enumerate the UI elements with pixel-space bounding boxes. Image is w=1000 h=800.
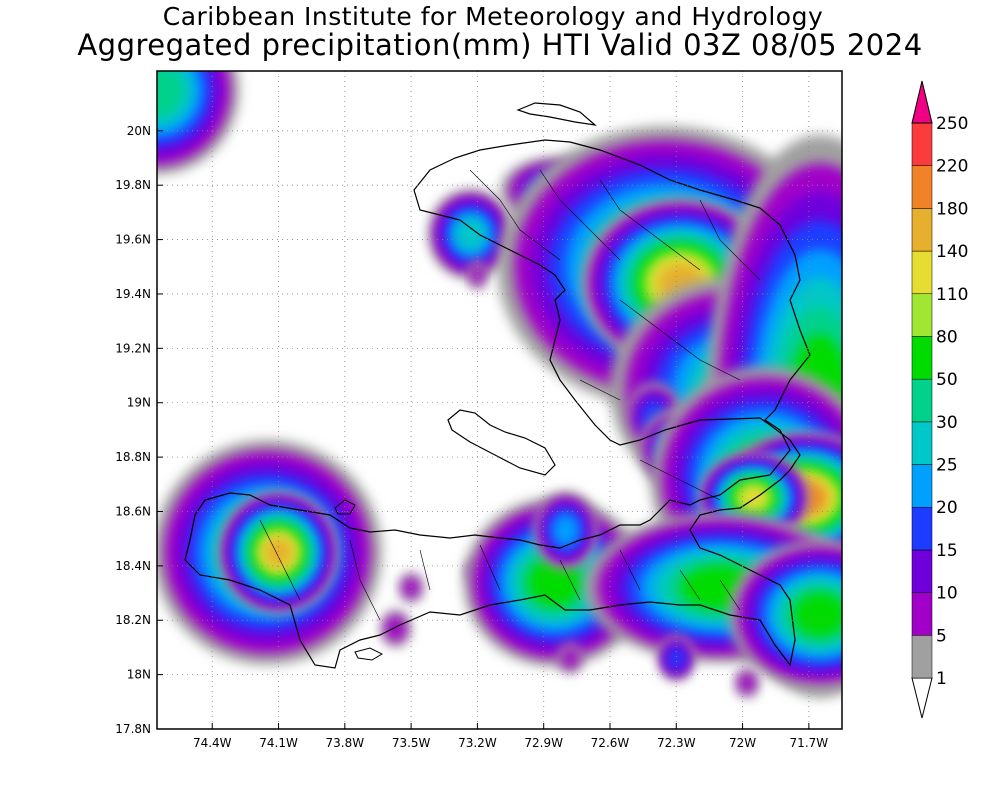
rain-cell [218,491,339,614]
chart-subtitle: Aggregated precipitation(mm) HTI Valid 0… [77,28,923,62]
y-tick-label: 18N [127,668,151,682]
colorbar-label: 180 [936,199,968,219]
y-tick-label: 18.4N [115,559,151,573]
colorbar-label: 110 [936,285,968,305]
colorbar-segment [911,165,933,209]
cayemites-island [334,499,356,515]
admin-boundaries [259,169,761,621]
colorbar-segment [911,250,933,295]
rain-cell [658,636,695,681]
y-tick-label: 20N [127,124,151,138]
rain-contour [455,217,487,251]
x-tick-label: 72.3W [657,736,696,750]
x-tick-label: 71.7W [790,736,829,750]
rain-contour [561,647,580,670]
colorbar-label: 5 [936,626,947,646]
rain-contour [157,71,184,118]
x-tick-label: 72.6W [591,736,630,750]
colorbar-segment [911,122,933,166]
rain-contour [793,593,842,637]
rain-cell [428,189,514,280]
colorbar-segment [911,293,933,337]
colorbar-segment [911,421,933,465]
rain-cell [735,668,759,698]
colorbar-segment [911,635,933,679]
rain-contour [528,557,582,607]
colorbar-label: 1 [936,669,947,689]
rain-contour [384,614,407,642]
y-axis: 17.8N 18N 18.2N 18.4N 18.6N 18.8N 19N 19.2N 19.4… [115,124,163,736]
rain-contour [667,647,686,670]
colorbar-label: 30 [936,413,958,433]
x-tick-label: 74.1W [259,736,298,750]
x-tick-label: 73.5W [392,736,431,750]
colorbar-segment [911,464,933,508]
x-tick-label: 72W [729,736,756,750]
colorbar-segment [911,506,933,551]
colorbar-segment [911,378,933,423]
y-tick-label: 18.8N [115,450,151,464]
colorbar-label: 25 [936,456,958,476]
coastline-layer [184,102,811,669]
colorbar-label: 250 [936,114,968,134]
rain-contour [552,514,580,547]
y-tick-label: 19.4N [115,287,151,301]
tortuga-island [516,102,597,126]
x-tick-label: 72.9W [524,736,563,750]
gonave-island [447,409,556,476]
rain-cell [728,539,842,690]
x-tick-label: 74.4W [193,736,232,750]
rain-contour [470,264,485,286]
rain-contour [402,576,420,599]
rain-contour [265,538,292,566]
y-tick-label: 18.6N [115,504,151,518]
haiti-coastline [184,139,811,669]
x-axis: 74.4W 74.1W 73.8W 73.5W 73.2W 72.9W 72.6W 72.3W… [193,723,828,750]
rain-cell [157,71,240,175]
colorbar-label: 140 [936,242,968,262]
colorbar-lower-arrow [911,677,933,719]
x-tick-label: 73.8W [326,736,365,750]
colorbar-label: 50 [936,370,958,390]
colorbar-segment [911,336,933,380]
y-tick-label: 19.8N [115,178,151,192]
y-tick-label: 19.2N [115,341,151,355]
rain-contour [738,671,756,694]
vache-island [354,647,384,661]
x-tick-label: 73.2W [458,736,497,750]
colorbar-label: 220 [936,157,968,177]
chart-title: Caribbean Institute for Meteorology and … [162,2,824,31]
rain-cell [558,643,583,673]
y-tick-label: 19N [127,396,151,410]
rain-cell [533,491,598,570]
colorbar-label: 80 [936,327,958,347]
rain-cell [380,610,411,647]
rain-cell [468,260,487,290]
colorbar-label: 10 [936,584,958,604]
colorbar-segment [911,592,933,636]
colorbar-label: 20 [936,498,958,518]
y-tick-label: 19.6N [115,233,151,247]
rain-field [157,71,842,698]
colorbar-segment [911,549,933,593]
plot-frame [156,70,843,730]
rain-cell [399,572,424,603]
colorbar-segment [911,208,933,252]
y-tick-label: 18.2N [115,613,151,627]
colorbar-label: 15 [936,541,958,561]
colorbar-upper-arrow [911,80,933,124]
y-tick-label: 17.8N [115,722,151,736]
